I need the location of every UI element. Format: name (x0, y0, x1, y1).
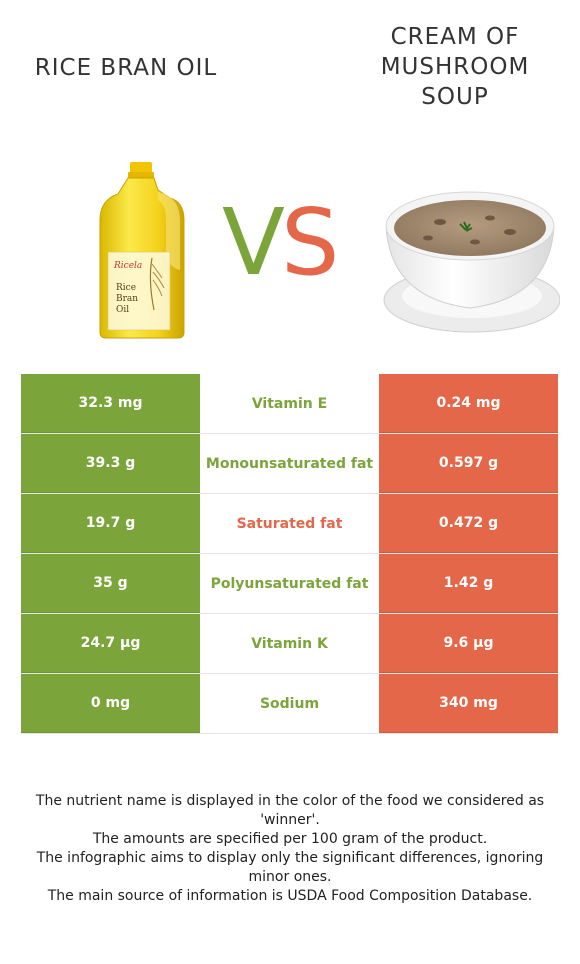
left-value-cell: 39.3 g (21, 434, 200, 493)
right-food-title: CREAM OF MUSHROOM SOUP (380, 24, 530, 110)
bottle-label-line-1: Rice (116, 283, 136, 293)
nutrient-name-cell: Polyunsaturated fat (200, 554, 379, 613)
table-row: 0 mg Sodium 340 mg (21, 674, 558, 734)
table-row: 35 g Polyunsaturated fat 1.42 g (21, 554, 558, 614)
left-food-title: RICE BRAN OIL (34, 55, 218, 81)
right-value-cell: 1.42 g (379, 554, 558, 613)
left-value-cell: 19.7 g (21, 494, 200, 553)
left-value-cell: 32.3 mg (21, 374, 200, 433)
right-value-cell: 0.24 mg (379, 374, 558, 433)
footnote-line: The infographic aims to display only the… (36, 850, 544, 885)
right-value-cell: 9.6 µg (379, 614, 558, 673)
table-row: 39.3 g Monounsaturated fat 0.597 g (21, 434, 558, 494)
nutrient-name-cell: Saturated fat (200, 494, 379, 553)
nutrient-comparison-table: 32.3 mg Vitamin E 0.24 mg 39.3 g Monouns… (21, 374, 558, 734)
table-row: 24.7 µg Vitamin K 9.6 µg (21, 614, 558, 674)
nutrient-name-cell: Sodium (200, 674, 379, 733)
footnote: The nutrient name is displayed in the co… (20, 792, 560, 906)
table-row: 19.7 g Saturated fat 0.472 g (21, 494, 558, 554)
right-value-cell: 0.597 g (379, 434, 558, 493)
footnote-line: The main source of information is USDA F… (47, 888, 533, 904)
right-value-cell: 0.472 g (379, 494, 558, 553)
left-value-cell: 24.7 µg (21, 614, 200, 673)
table-row: 32.3 mg Vitamin E 0.24 mg (21, 374, 558, 434)
nutrient-name-cell: Monounsaturated fat (200, 434, 379, 493)
nutrient-name-cell: Vitamin E (200, 374, 379, 433)
rice-bran-oil-bottle-image: Ricela Rice Bran Oil (99, 162, 185, 339)
footnote-line: The amounts are specified per 100 gram o… (92, 831, 488, 847)
mushroom-soup-bowl-image (383, 191, 560, 333)
bottle-label-line-2: Bran (116, 294, 138, 304)
left-value-cell: 0 mg (21, 674, 200, 733)
footnote-line: The nutrient name is displayed in the co… (35, 793, 545, 828)
right-value-cell: 340 mg (379, 674, 558, 733)
left-value-cell: 35 g (21, 554, 200, 613)
bottle-label-line-3: Oil (116, 305, 129, 315)
nutrient-name-cell: Vitamin K (200, 614, 379, 673)
versus-label: VS (222, 197, 358, 289)
bottle-brand: Ricela (113, 261, 142, 271)
vs-v-letter: V (222, 189, 285, 296)
vs-s-letter: S (280, 189, 339, 296)
